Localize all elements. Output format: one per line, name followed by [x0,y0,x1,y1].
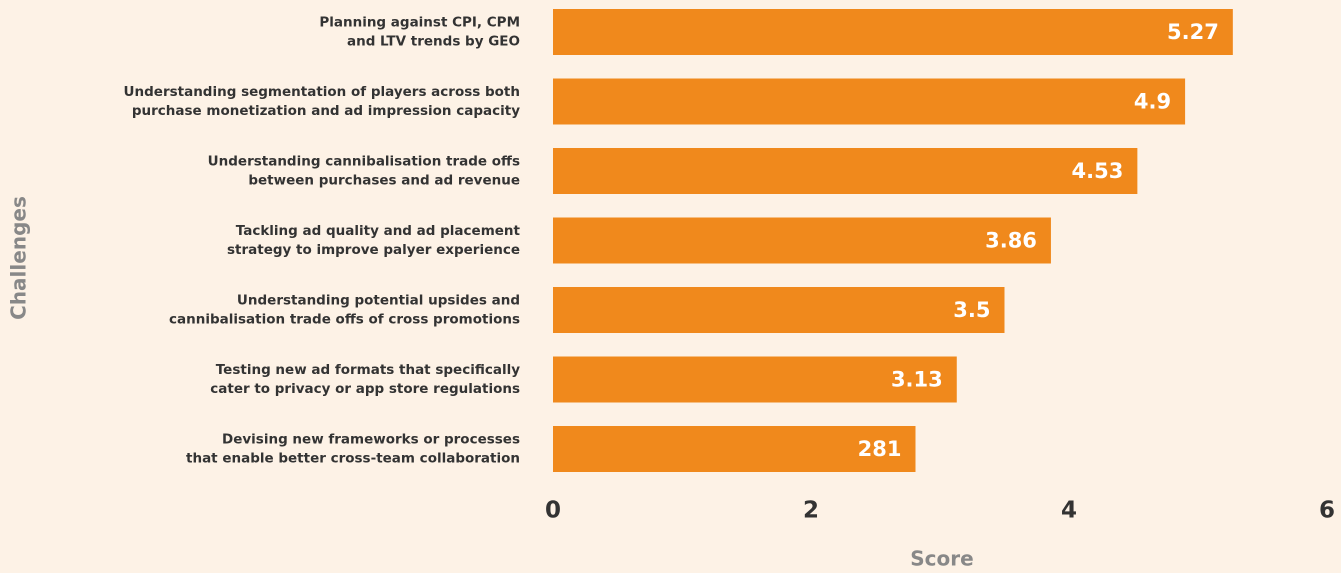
y-tick-label: and LTV trends by GEO [347,34,520,50]
y-tick-label: that enable better cross-team collaborat… [186,451,520,467]
bar [553,287,1005,333]
value-label: 5.27 [1167,20,1219,44]
y-tick-label: cannibalisation trade offs of cross prom… [169,312,520,328]
y-axis-title: Challenges [7,196,31,320]
y-tick-label: Testing new ad formats that specifically [216,362,520,378]
bar [553,356,957,403]
value-label: 3.5 [953,298,990,322]
bar [553,217,1051,264]
bar [553,9,1233,55]
x-axis-title: Score [910,547,973,571]
y-tick-label: between purchases and ad revenue [248,173,520,189]
value-label: 4.53 [1072,159,1124,183]
y-tick-label: Understanding cannibalisation trade offs [208,154,520,170]
x-tick-label: 2 [803,498,819,524]
y-tick-label: Planning against CPI, CPM [319,15,520,31]
bar [553,426,916,472]
value-label: 3.13 [891,368,943,392]
y-tick-label: Understanding potential upsides and [237,293,520,309]
bar [553,78,1186,125]
y-tick-label: Understanding segmentation of players ac… [124,84,520,100]
y-tick-label: Tackling ad quality and ad placement [236,223,521,239]
x-tick-label: 0 [545,498,561,524]
value-label: 281 [858,437,902,461]
bar [553,148,1138,194]
x-tick-label: 4 [1061,498,1077,524]
value-label: 4.9 [1134,90,1171,114]
y-tick-label: cater to privacy or app store regulation… [210,381,520,397]
y-tick-label: Devising new frameworks or processes [222,432,520,448]
x-tick-label: 6 [1319,498,1335,524]
y-tick-label: purchase monetization and ad impression … [132,103,520,119]
value-label: 3.86 [985,229,1037,253]
y-tick-label: strategy to improve palyer experience [227,242,520,258]
